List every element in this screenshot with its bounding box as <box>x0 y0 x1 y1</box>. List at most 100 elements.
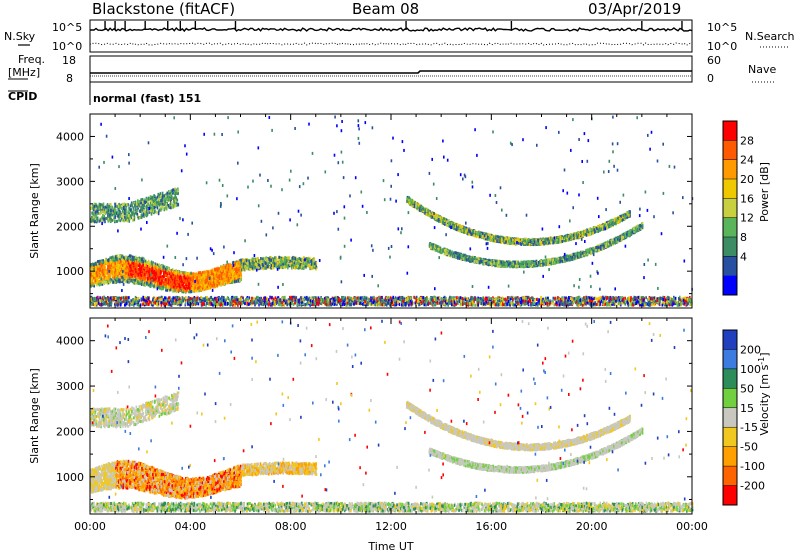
scatter-cell <box>108 264 110 268</box>
scatter-cell <box>202 274 204 277</box>
scatter-cell <box>153 266 156 270</box>
scatter-cell <box>121 261 123 265</box>
scatter-cell <box>142 283 145 287</box>
scatter-cell <box>154 262 156 266</box>
scatter-cell <box>205 280 208 284</box>
scatter-cell <box>119 263 122 267</box>
scatter-cell <box>90 263 93 266</box>
scatter-cell <box>218 274 220 278</box>
scatter-cell <box>145 274 147 278</box>
scatter-cell <box>130 264 132 267</box>
scatter-cell <box>94 267 97 271</box>
scatter-cell <box>115 272 117 276</box>
scatter-cell <box>249 262 252 266</box>
scatter-cell <box>188 290 190 294</box>
scatter-cell <box>114 262 116 265</box>
scatter-cell <box>140 277 143 281</box>
scatter-cell <box>104 275 106 279</box>
scatter-cell <box>248 268 251 271</box>
scatter-cell <box>184 287 187 291</box>
scatter-cell <box>176 288 178 292</box>
scatter-cell <box>314 266 316 270</box>
scatter-cell <box>251 266 254 270</box>
scatter-cell <box>130 254 132 258</box>
scatter-cell <box>132 258 134 262</box>
scatter-cell <box>161 202 164 206</box>
scatter-cell <box>121 277 124 281</box>
scatter-cell <box>172 285 175 289</box>
scatter-cell <box>140 198 142 202</box>
scatter-cell <box>258 267 260 271</box>
scatter-cell <box>225 263 227 267</box>
scatter-cell <box>138 276 140 280</box>
scatter-cell <box>166 288 168 292</box>
scatter-cell <box>314 262 316 266</box>
scatter-cell <box>174 277 176 281</box>
scatter-cell <box>111 262 114 266</box>
scatter-cell <box>311 265 313 269</box>
scatter-cell <box>178 270 180 274</box>
scatter-cell <box>272 264 274 268</box>
scatter-cell <box>293 261 295 265</box>
scatter-cell <box>213 269 216 273</box>
freq-panel: Freq. [MHz] 18 8 60 0 Nave <box>8 53 776 85</box>
scatter-cell <box>122 268 125 272</box>
scatter-cell <box>242 268 244 272</box>
scatter-cell <box>258 264 261 267</box>
scatter-cell <box>147 277 149 281</box>
scatter-cell <box>121 254 124 258</box>
scatter-cell <box>136 273 138 277</box>
scatter-cell <box>180 282 182 286</box>
scatter-cell <box>248 260 250 264</box>
scatter-cell <box>169 268 172 272</box>
scatter-cell <box>201 280 204 284</box>
scatter-cell <box>113 274 116 277</box>
scatter-cell <box>92 266 94 270</box>
scatter-cell <box>146 281 148 285</box>
scatter-cell <box>124 258 126 262</box>
scatter-cell <box>160 284 163 288</box>
scatter-cell <box>131 212 133 216</box>
scatter-cell <box>303 256 305 260</box>
scatter-cell <box>141 210 143 214</box>
scatter-cell <box>138 204 140 208</box>
scatter-cell <box>237 273 239 277</box>
scatter-cell <box>120 261 122 265</box>
scatter-cell <box>303 259 305 263</box>
scatter-cell <box>134 272 136 276</box>
scatter-cell <box>111 271 113 275</box>
scatter-cell <box>207 286 210 290</box>
scatter-cell <box>250 267 253 271</box>
scatter-cell <box>148 268 151 272</box>
scatter-cell <box>142 274 144 278</box>
scatter-cell <box>238 268 240 272</box>
scatter-cell <box>218 270 220 274</box>
scatter-cell <box>124 266 127 270</box>
scatter-cell <box>211 282 213 286</box>
scatter-cell <box>185 280 187 284</box>
scatter-cell <box>304 262 307 266</box>
scatter-cell <box>176 283 179 287</box>
scatter-cell <box>229 263 231 267</box>
scatter-cell <box>136 212 138 216</box>
scatter-cell <box>121 257 123 261</box>
scatter-cell <box>218 281 220 285</box>
scatter-cell <box>216 268 219 272</box>
scatter-cell <box>92 281 95 285</box>
scatter-cell <box>264 264 266 267</box>
scatter-cell <box>143 271 146 275</box>
nsky-spikes <box>104 21 683 30</box>
scatter-cell <box>93 263 95 267</box>
scatter-cell <box>257 260 259 264</box>
scatter-cell <box>110 217 112 221</box>
scatter-cell <box>170 270 173 274</box>
scatter-cell <box>223 282 226 285</box>
scatter-cell <box>185 273 188 277</box>
scatter-cell <box>163 272 165 276</box>
scatter-cell <box>111 258 114 262</box>
scatter-cell <box>98 262 101 266</box>
scatter-cell <box>161 281 164 285</box>
scatter-cell <box>227 263 230 267</box>
scatter-cell <box>98 270 100 274</box>
scatter-cell <box>173 200 175 204</box>
